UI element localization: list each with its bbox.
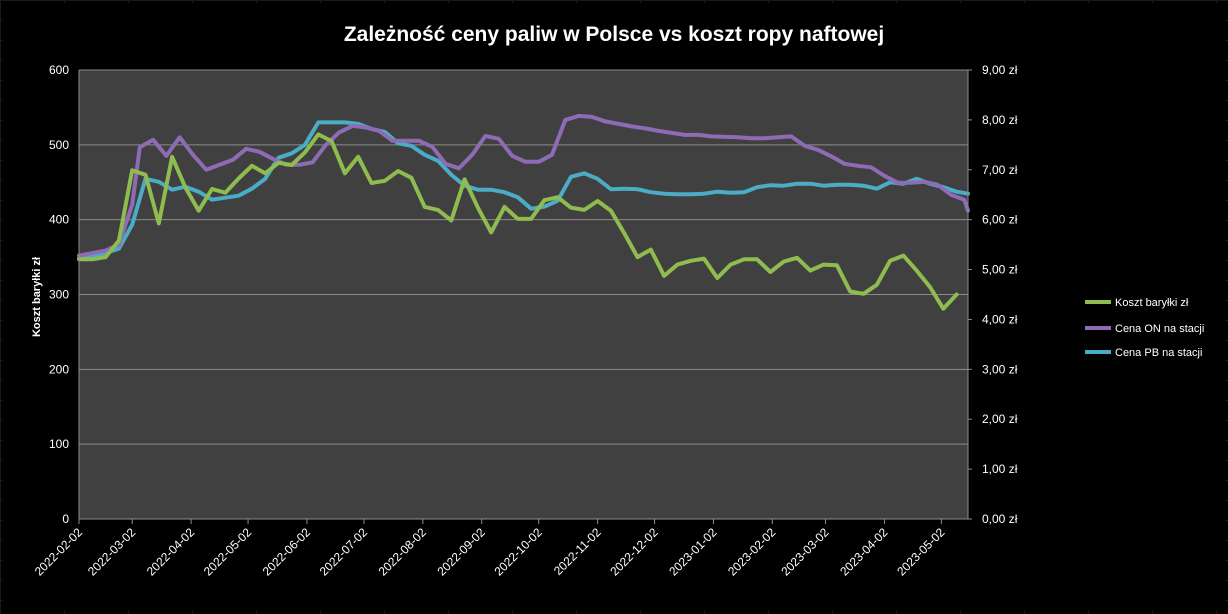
chart-area[interactable]: 0 100 200 300 400 500 600 0,00 zł 1,00 zł 2,00 zł… — [3, 3, 1225, 611]
y-left-tick-label: 0 — [62, 512, 69, 526]
series-line-2 — [77, 113, 970, 258]
x-tick-label: 2022-07-02 — [317, 525, 371, 579]
x-tick-label: 2022-04-02 — [144, 525, 198, 579]
y-left-tick-label: 600 — [49, 63, 69, 77]
x-tick-label: 2022-08-02 — [376, 525, 430, 579]
series-line-3 — [77, 120, 970, 261]
x-tick-label: 2023-02-02 — [725, 525, 779, 579]
y-right-tick-label: 9,00 zł — [982, 63, 1018, 77]
x-tick-label: 2022-05-02 — [201, 525, 255, 579]
y-right-tick-label: 7,00 zł — [982, 163, 1018, 177]
legend-label-3: Cena PB na stacji — [1115, 347, 1202, 359]
y-right-tick-label: 5,00 zł — [982, 263, 1018, 277]
y-axis-left-label: Koszt baryłki zł — [31, 257, 43, 337]
series-lines — [77, 113, 970, 311]
chart-title: Zależność ceny paliw w Polsce vs koszt r… — [344, 23, 884, 46]
series-line-1 — [77, 132, 959, 311]
x-tick-label: 2022-12-02 — [607, 525, 661, 579]
legend-label-2: Cena ON na stacji — [1115, 323, 1204, 335]
y-right-tick-label: 8,00 zł — [982, 113, 1018, 127]
y-right-tick-label: 1,00 zł — [982, 462, 1018, 476]
x-tick-label: 2022-09-02 — [435, 525, 489, 579]
y-right-tick-label: 0,00 zł — [982, 512, 1018, 526]
y-right-tick-label: 4,00 zł — [982, 312, 1018, 326]
y-right-tick-label: 3,00 zł — [982, 362, 1018, 376]
y-left-tick-label: 100 — [49, 437, 69, 451]
x-tick-label: 2022-11-02 — [551, 525, 604, 578]
x-tick-label: 2023-04-02 — [837, 525, 891, 579]
y-right-tick-label: 6,00 zł — [982, 213, 1018, 227]
y-left-tick-label: 300 — [49, 288, 69, 302]
y-left-tick-label: 500 — [49, 138, 69, 152]
x-tick-label: 2022-03-02 — [85, 525, 139, 579]
x-tick-label: 2022-02-02 — [32, 525, 86, 579]
x-tick-label: 2022-10-02 — [492, 525, 546, 579]
y-left-tick-label: 400 — [49, 213, 69, 227]
legend: Koszt baryłki zł Cena ON na stacji Cena PB… — [1085, 297, 1204, 359]
legend-label-1: Koszt baryłki zł — [1115, 297, 1189, 309]
x-tick-label: 2023-05-02 — [894, 525, 948, 579]
y-right-tick-label: 2,00 zł — [982, 412, 1018, 426]
plot-layer — [77, 69, 970, 519]
x-tick-label: 2022-06-02 — [260, 525, 314, 579]
x-tick-label: 2023-03-02 — [778, 525, 832, 579]
y-left-tick-label: 200 — [49, 362, 69, 376]
x-tick-label: 2023-01-02 — [666, 525, 720, 579]
chart-svg: 0 100 200 300 400 500 600 0,00 zł 1,00 zł 2,00 zł… — [31, 23, 1204, 579]
